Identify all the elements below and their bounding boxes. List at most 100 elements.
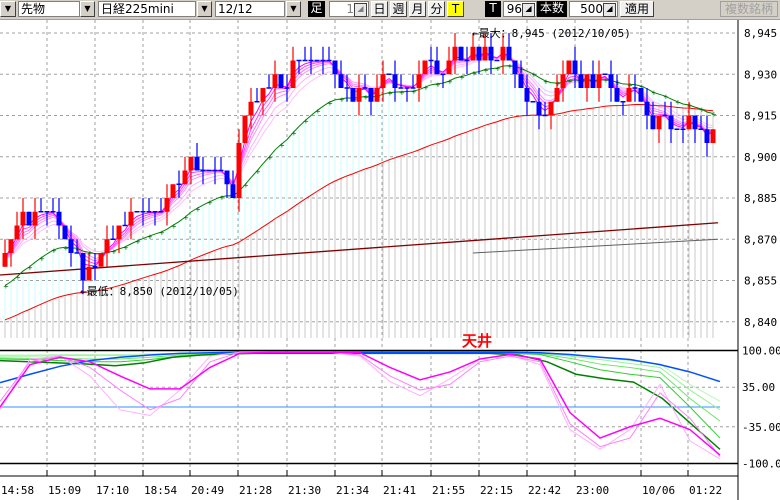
oscillator-tick-label: 100.00 xyxy=(742,345,780,358)
period-tick-button[interactable]: T xyxy=(447,1,464,17)
period-month-button[interactable]: 月 xyxy=(409,1,426,17)
mid-ma-marker: + xyxy=(87,249,93,257)
contract-dropdown-arrow[interactable]: ▼ xyxy=(286,1,301,17)
mid-ma-marker: + xyxy=(339,96,345,104)
mid-ma-marker: + xyxy=(183,214,189,222)
longest-ma-line xyxy=(472,238,719,254)
multi-symbol-button[interactable]: 複数銘柄 xyxy=(720,1,778,17)
mid-ma-marker: + xyxy=(195,205,201,213)
mid-ma-marker: + xyxy=(699,106,705,114)
time-label: 20:49 xyxy=(191,484,224,497)
time-label: 21:28 xyxy=(239,484,272,497)
candle-body xyxy=(638,88,644,102)
mid-ma-marker: + xyxy=(291,130,297,138)
candle-body xyxy=(488,46,494,61)
mid-ma-marker: + xyxy=(651,89,657,97)
candle-body xyxy=(710,129,716,143)
candle-body xyxy=(422,60,428,75)
spinner-icon[interactable]: ◢ xyxy=(603,3,616,17)
period-week-button[interactable]: 週 xyxy=(390,1,407,17)
candle-body xyxy=(614,88,620,102)
candle-body xyxy=(506,46,512,61)
oscillator-line xyxy=(0,352,721,402)
menu-dropdown-button[interactable]: ▼ xyxy=(0,1,16,17)
candle-body xyxy=(98,253,104,267)
slow-ma-line xyxy=(4,103,714,321)
oscillator-line xyxy=(0,351,721,456)
candle-body xyxy=(14,225,20,240)
contract-select[interactable]: 12/12 xyxy=(215,1,285,17)
candle-body xyxy=(116,225,122,240)
market-dropdown-arrow[interactable]: ▼ xyxy=(80,1,95,17)
candle-body xyxy=(236,143,242,198)
bars-spinner[interactable]: 500 ◢ xyxy=(569,1,618,17)
candle-body xyxy=(8,239,14,253)
time-label: 18:54 xyxy=(144,484,177,497)
candle-body xyxy=(626,88,632,102)
candle-body xyxy=(338,74,344,88)
candle-body xyxy=(56,211,62,226)
mid-ma-marker: + xyxy=(423,84,429,92)
period-day-button[interactable]: 日 xyxy=(371,1,388,17)
market-select[interactable]: 先物 xyxy=(18,1,80,17)
tick-label: T xyxy=(485,1,501,17)
candle-body xyxy=(332,60,338,75)
mid-ma-marker: + xyxy=(15,274,21,282)
mid-ma-marker: + xyxy=(519,65,525,73)
candle-body xyxy=(20,211,26,226)
mid-ma-marker: + xyxy=(219,194,225,202)
candle-body xyxy=(272,74,278,88)
candle-body xyxy=(566,60,572,75)
signal-label: 天井 xyxy=(462,332,492,350)
candle-body xyxy=(692,115,698,130)
high-annotation: ←最大：8,945 (2012/10/05) xyxy=(472,26,631,40)
time-label: 21:55 xyxy=(432,484,465,497)
mid-ma-marker: + xyxy=(483,66,489,74)
candle-body xyxy=(452,46,458,61)
tick-spinner[interactable]: 96 ◢ xyxy=(503,1,537,17)
symbol-dropdown-arrow[interactable]: ▼ xyxy=(197,1,212,17)
mid-ma-marker: + xyxy=(555,80,561,88)
candle-body xyxy=(368,88,374,102)
candle-body xyxy=(572,60,578,75)
period-minute-button[interactable]: 分 xyxy=(428,1,445,17)
spinner-icon[interactable]: ◢ xyxy=(354,3,367,17)
mid-ma-marker: + xyxy=(459,74,465,82)
price-tick-label: 8,900 xyxy=(744,151,777,164)
mid-ma-marker: + xyxy=(387,90,393,98)
candle-body xyxy=(68,239,74,253)
mid-ma-marker: + xyxy=(675,99,681,107)
candle-body xyxy=(2,253,8,267)
candle-body xyxy=(458,46,464,61)
mid-ma-marker: + xyxy=(363,94,369,102)
candle-body xyxy=(656,115,662,130)
price-tick-label: 8,930 xyxy=(744,68,777,81)
candle-body xyxy=(470,46,476,61)
bar-count-spinner[interactable]: 1 ◢ xyxy=(329,1,369,17)
time-label: 22:42 xyxy=(528,484,561,497)
candle-body xyxy=(86,266,92,281)
candle-body xyxy=(278,74,284,88)
mid-ma-marker: + xyxy=(543,78,549,86)
mid-ma-marker: + xyxy=(495,65,501,73)
symbol-select[interactable]: 日経225mini xyxy=(98,1,196,17)
time-label: 10/06 xyxy=(642,484,675,497)
mid-ma-marker: + xyxy=(687,102,693,110)
price-tick-label: 8,870 xyxy=(744,233,777,246)
long-ma-line xyxy=(0,222,719,276)
apply-button[interactable]: 適用 xyxy=(620,1,654,17)
mid-ma-marker: + xyxy=(207,199,213,207)
candle-body xyxy=(512,60,518,75)
candle-body xyxy=(578,74,584,88)
time-label: 22:15 xyxy=(480,484,513,497)
candle-body xyxy=(224,170,230,185)
candle-body xyxy=(128,211,134,226)
candle-body xyxy=(704,129,710,143)
mid-ma-marker: + xyxy=(135,238,141,246)
candle-body xyxy=(668,115,674,130)
candle-body xyxy=(80,253,86,281)
spinner-icon[interactable]: ◢ xyxy=(522,3,535,17)
candle-body xyxy=(560,74,566,88)
candle-body xyxy=(356,88,362,102)
candle-body xyxy=(374,88,380,102)
